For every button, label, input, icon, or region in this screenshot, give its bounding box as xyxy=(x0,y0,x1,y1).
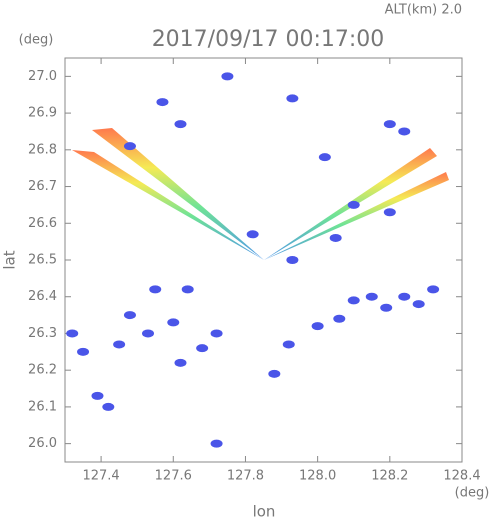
echo xyxy=(174,358,187,367)
echo xyxy=(156,98,169,107)
echo xyxy=(347,200,360,209)
echo xyxy=(380,303,393,312)
echo xyxy=(123,142,136,151)
echo xyxy=(91,391,104,400)
altitude: ALT(km) 2.0 xyxy=(385,3,462,18)
y-unit: (deg) xyxy=(19,33,54,48)
echo xyxy=(286,94,299,103)
beam xyxy=(264,172,449,260)
echo xyxy=(333,314,346,323)
echo xyxy=(66,329,79,338)
echo xyxy=(311,322,324,331)
echo xyxy=(268,369,281,378)
y-tick-label: 26.6 xyxy=(28,216,57,231)
echo xyxy=(282,340,295,349)
y-tick-label: 26.0 xyxy=(28,436,57,451)
beam xyxy=(72,150,264,260)
y-tick-label: 26.5 xyxy=(28,253,57,268)
beam xyxy=(92,128,264,260)
echo xyxy=(210,329,223,338)
echo xyxy=(210,439,223,448)
y-tick-label: 26.2 xyxy=(28,363,57,378)
echo xyxy=(142,329,155,338)
x-unit: (deg) xyxy=(455,486,490,501)
y-tick-label: 26.9 xyxy=(28,106,57,121)
echo xyxy=(383,208,396,217)
echo xyxy=(246,230,259,239)
y-axis-title: lat xyxy=(1,250,19,269)
echo xyxy=(123,311,136,320)
plot-frame xyxy=(64,57,463,463)
echo xyxy=(221,72,234,81)
echo xyxy=(181,285,194,294)
echo xyxy=(174,120,187,129)
echo xyxy=(365,292,378,301)
x-axis-title: lon xyxy=(253,503,276,521)
y-tick-label: 26.4 xyxy=(28,289,57,304)
chart-title: 2017/09/17 00:17:00 xyxy=(152,27,385,52)
echo xyxy=(398,292,411,301)
echo xyxy=(412,300,425,309)
x-tick-label: 128.4 xyxy=(443,469,480,484)
echo xyxy=(196,344,209,353)
x-tick-label: 127.8 xyxy=(227,469,264,484)
echo xyxy=(77,347,90,356)
x-tick-label: 127.4 xyxy=(82,469,119,484)
y-tick-label: 26.3 xyxy=(28,326,57,341)
echo xyxy=(427,285,440,294)
echo xyxy=(167,318,180,327)
x-tick-label: 128.0 xyxy=(299,469,336,484)
echo xyxy=(102,402,115,411)
y-tick-label: 26.8 xyxy=(28,142,57,157)
echo xyxy=(398,127,411,136)
x-tick-label: 127.6 xyxy=(155,469,192,484)
echo xyxy=(383,120,396,129)
x-tick-label: 128.2 xyxy=(371,469,408,484)
y-tick-label: 26.1 xyxy=(28,399,57,414)
echo xyxy=(329,233,342,242)
y-tick-label: 26.7 xyxy=(28,179,57,194)
echo xyxy=(286,256,299,264)
y-tick-label: 27.0 xyxy=(28,69,57,84)
echo xyxy=(113,340,126,349)
echo xyxy=(149,285,162,294)
echo xyxy=(347,296,360,305)
echo xyxy=(318,153,331,162)
